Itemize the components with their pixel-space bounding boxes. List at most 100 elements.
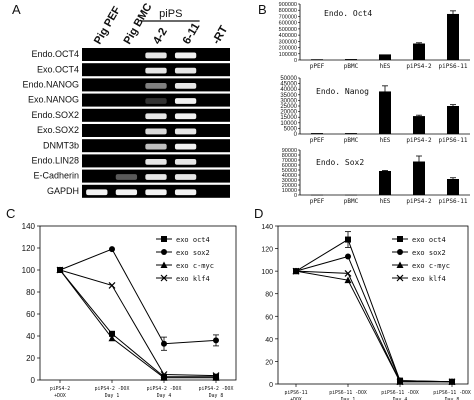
bar-chart-oct4: 0100000200000300000400000500000600000700… <box>279 2 470 70</box>
x-category-label: piPS4-2 <box>406 137 432 144</box>
y-tick-label: 200000 <box>279 46 297 52</box>
bar-chart-nanog: 0500010000150002000025000300003500040000… <box>280 76 470 144</box>
gel-band <box>145 143 167 150</box>
y-tick-label: 70000 <box>282 158 297 164</box>
x-category-label: piPS4-2 <box>406 198 432 205</box>
gel-row-label: DNMT3b <box>43 140 79 150</box>
x-category-label: piPS4-2 -DOX Day 1 <box>95 386 130 399</box>
marker-triangle <box>344 276 352 284</box>
y-tick-label: 0 <box>269 382 273 389</box>
gel-lane-label: Pig PEF <box>92 4 123 46</box>
legend-label: exo c-myc <box>412 262 450 270</box>
panel-letter-a: A <box>12 2 21 17</box>
y-tick-label: 10000 <box>282 188 297 194</box>
bar <box>447 13 459 61</box>
y-tick-label: 140 <box>261 224 273 231</box>
y-tick-label: 800000 <box>279 8 297 14</box>
legend-label: exo oct4 <box>176 236 210 244</box>
y-tick-label: 20 <box>26 354 35 363</box>
gel-band <box>115 189 138 196</box>
panel-letter-c: C <box>6 206 16 221</box>
gel-band <box>145 128 167 135</box>
gel-lane-label: 6-11 <box>181 21 203 47</box>
line-chart-c: 0 20 40 60 80 100 120 140 piPS4-2 +DOX piPS4-2 -DO… <box>22 222 237 399</box>
y-tick-label: 80 <box>26 288 35 297</box>
x-category-label: piPS4-2 <box>406 63 432 70</box>
y-tick-label: 40000 <box>282 173 297 179</box>
series-line <box>295 270 452 383</box>
gel-band <box>174 52 197 59</box>
marker-triangle <box>160 374 168 381</box>
y-tick-label: 20000 <box>282 183 297 189</box>
y-tick-label: 400000 <box>279 33 297 39</box>
y-tick-label: 600000 <box>279 21 297 27</box>
gel-band <box>145 158 167 165</box>
series-line <box>295 255 453 383</box>
marker-square <box>397 236 403 242</box>
x-category-label: piPS4-2 -DOX Day 8 <box>199 386 234 399</box>
line-chart-d: 0 20 40 60 80 100 120 140 piPS6-11+DOX piPS6-11 -… <box>261 224 471 400</box>
y-tick-label: 60000 <box>282 163 297 169</box>
marker-cross <box>344 269 352 277</box>
y-tick-label: 20000 <box>280 110 297 116</box>
y-tick-label: 25000 <box>280 104 297 110</box>
marker-cross <box>396 378 404 386</box>
x-category-label: hES <box>380 63 391 70</box>
marker-circle <box>213 337 219 344</box>
y-tick-label: 50000 <box>282 168 297 174</box>
marker-circle <box>109 246 115 253</box>
marker-cross <box>212 372 220 380</box>
y-tick-label: 15000 <box>280 115 297 121</box>
marker-circle <box>397 249 403 255</box>
y-tick-label: 100000 <box>279 52 297 58</box>
y-tick-label: 30000 <box>280 98 297 104</box>
gel-band <box>174 158 197 165</box>
plot-frame <box>277 225 469 385</box>
chart-title: Endo. Nanog <box>316 87 369 96</box>
marker-triangle <box>160 261 168 268</box>
y-tick-label: 300000 <box>279 39 297 45</box>
marker-square <box>109 330 115 337</box>
y-tick-label: 80 <box>265 292 273 299</box>
gel-band <box>174 98 197 104</box>
gel-band <box>174 67 197 74</box>
marker-circle <box>161 249 167 255</box>
bar <box>311 133 323 134</box>
marker-cross <box>396 274 404 282</box>
marker-cross <box>448 378 456 386</box>
y-tick-label: 0 <box>294 132 298 138</box>
y-tick-label: 900000 <box>279 2 297 8</box>
gel-band <box>145 67 167 74</box>
bar <box>447 106 459 134</box>
gel-lane-label: Pig BMC <box>122 1 155 46</box>
bar <box>311 194 323 196</box>
gel-band <box>86 189 108 196</box>
gel-row-label: Exo.NANOG <box>28 95 79 105</box>
y-tick-label: 0 <box>294 193 297 199</box>
gel-row-label: Endo.SOX2 <box>31 110 79 120</box>
gel-row-label: Endo.LIN28 <box>31 156 79 166</box>
gel-row-label: E-Cadherin <box>33 171 79 181</box>
marker-triangle <box>212 374 220 381</box>
bar <box>379 91 391 134</box>
x-category-label: pPEF <box>310 198 325 205</box>
gel-band <box>145 82 167 89</box>
y-tick-label: 80000 <box>282 153 297 159</box>
legend-label: exo klf4 <box>176 275 210 283</box>
series-line <box>59 269 216 379</box>
bar <box>345 133 357 134</box>
gel-band <box>174 143 197 150</box>
gel-band <box>174 113 197 120</box>
y-tick-label: 40 <box>265 337 273 344</box>
legend-label: exo sox2 <box>412 249 446 257</box>
series-line <box>295 238 453 383</box>
y-tick-label: 5000 <box>284 126 298 132</box>
y-tick-label: 20 <box>265 359 273 366</box>
gel-band <box>115 174 138 180</box>
y-tick-label: 35000 <box>280 93 297 99</box>
gel-row-label: Exo.SOX2 <box>37 125 79 135</box>
y-tick-label: 100 <box>261 269 273 276</box>
bar <box>379 171 391 195</box>
marker-circle <box>345 253 351 260</box>
y-tick-label: 30000 <box>282 178 297 184</box>
